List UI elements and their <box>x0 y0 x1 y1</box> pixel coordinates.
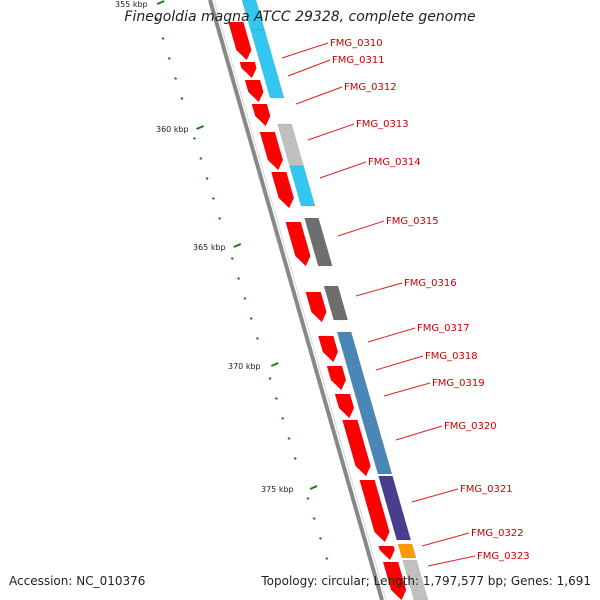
minor-tick <box>312 517 316 520</box>
forward-cds-arrow[interactable] <box>326 365 347 391</box>
minor-tick <box>281 417 285 420</box>
minor-tick <box>293 457 297 460</box>
gene-features <box>227 0 429 600</box>
leader-line <box>421 532 470 547</box>
minor-tick <box>174 77 178 80</box>
gene-label-fmg_0311[interactable]: FMG_0311 <box>332 55 385 66</box>
gene-label-fmg_0323[interactable]: FMG_0323 <box>477 551 530 562</box>
forward-cds-arrow[interactable] <box>359 479 390 543</box>
major-tick <box>270 362 279 367</box>
forward-cds-arrow[interactable] <box>382 561 407 600</box>
leader-line <box>355 282 403 297</box>
leader-line <box>337 220 385 237</box>
cds-light-gray[interactable] <box>402 559 429 600</box>
minor-tick <box>161 37 165 40</box>
genome-backbone <box>208 0 384 600</box>
gene-label-fmg_0320[interactable]: FMG_0320 <box>444 421 497 432</box>
leader-line <box>295 86 343 105</box>
gene-label-fmg_0317[interactable]: FMG_0317 <box>417 323 470 334</box>
cds-light-gray[interactable] <box>277 123 304 167</box>
accession-label: Accession: NC_010376 <box>9 574 146 588</box>
leader-line <box>319 161 367 179</box>
cds-indigo[interactable] <box>378 475 412 541</box>
forward-cds-arrow[interactable] <box>239 61 257 79</box>
major-tick <box>309 485 318 490</box>
leader-line <box>307 123 355 141</box>
minor-tick <box>249 317 253 320</box>
cds-cyan[interactable] <box>289 165 316 207</box>
leader-line <box>427 555 476 567</box>
gene-label-fmg_0322[interactable]: FMG_0322 <box>471 528 524 539</box>
tick-label: 355 kbp <box>115 0 148 9</box>
gene-label-fmg_0319[interactable]: FMG_0319 <box>432 378 485 389</box>
forward-cds-arrow[interactable] <box>259 131 284 171</box>
minor-tick <box>180 97 184 100</box>
gene-label-fmg_0318[interactable]: FMG_0318 <box>425 351 478 362</box>
minor-tick <box>325 557 329 560</box>
forward-cds-arrow[interactable] <box>305 291 327 323</box>
forward-cds-arrow[interactable] <box>378 545 395 561</box>
tick-label: 375 kbp <box>261 485 294 494</box>
genome-backbone-highlight <box>213 0 387 600</box>
minor-tick <box>155 17 159 20</box>
cds-orange[interactable] <box>397 543 417 559</box>
forward-cds-arrow[interactable] <box>227 21 252 61</box>
minor-tick <box>319 537 322 540</box>
minor-tick <box>287 437 291 440</box>
forward-cds-arrow[interactable] <box>317 335 339 363</box>
forward-cds-arrow[interactable] <box>285 221 311 267</box>
cds-cyan[interactable] <box>250 29 285 99</box>
minor-tick <box>306 497 310 500</box>
leader-line <box>367 327 416 343</box>
gene-label-fmg_0310[interactable]: FMG_0310 <box>330 38 383 49</box>
leader-line <box>287 59 331 77</box>
minor-tick <box>268 377 272 380</box>
minor-tick <box>218 217 222 220</box>
gene-label-fmg_0321[interactable]: FMG_0321 <box>460 484 513 495</box>
map-title: Finegoldia magna ATCC 29328, complete ge… <box>124 9 476 25</box>
topology-label: Topology: circular; Length: 1,797,577 bp… <box>261 574 591 588</box>
gene-label-fmg_0312[interactable]: FMG_0312 <box>344 82 397 93</box>
minor-tick <box>167 57 171 60</box>
major-tick <box>233 243 242 248</box>
leader-line <box>411 488 459 503</box>
tick-label: 365 kbp <box>193 243 226 252</box>
major-tick <box>156 0 165 5</box>
leader-line <box>383 382 431 397</box>
forward-cds-arrow[interactable] <box>334 393 355 419</box>
minor-tick <box>205 177 209 180</box>
forward-cds-arrow[interactable] <box>270 171 295 209</box>
minor-tick <box>237 277 241 280</box>
gene-label-fmg_0313[interactable]: FMG_0313 <box>356 119 409 130</box>
cds-dark-gray[interactable] <box>304 217 333 267</box>
gene-label-fmg_0314[interactable]: FMG_0314 <box>368 157 421 168</box>
leader-line <box>375 355 424 371</box>
forward-cds-arrow[interactable] <box>244 79 264 103</box>
minor-tick <box>211 197 215 200</box>
forward-cds-arrow[interactable] <box>342 419 371 477</box>
gene-label-fmg_0315[interactable]: FMG_0315 <box>386 216 439 227</box>
tick-label: 360 kbp <box>156 125 189 134</box>
cds-steel-blue[interactable] <box>336 331 393 475</box>
major-tick <box>196 125 205 130</box>
minor-tick <box>193 137 196 140</box>
gene-label-fmg_0316[interactable]: FMG_0316 <box>404 278 457 289</box>
gene-labels: FMG_0310 FMG_0311 FMG_0312 FMG_0313 FMG_0314… <box>281 38 530 567</box>
forward-cds-arrow[interactable] <box>251 103 271 127</box>
leader-line <box>395 425 443 441</box>
minor-tick <box>256 337 259 340</box>
leader-line <box>281 42 329 59</box>
minor-tick <box>243 297 247 300</box>
coordinate-ticks: 355 kbp 360 kbp 365 kbp 370 kbp 375 kbp <box>115 0 329 560</box>
minor-tick <box>230 257 234 260</box>
tick-label: 370 kbp <box>228 362 261 371</box>
minor-tick <box>274 397 278 400</box>
minor-tick <box>199 157 203 160</box>
cds-dark-gray[interactable] <box>323 285 349 321</box>
